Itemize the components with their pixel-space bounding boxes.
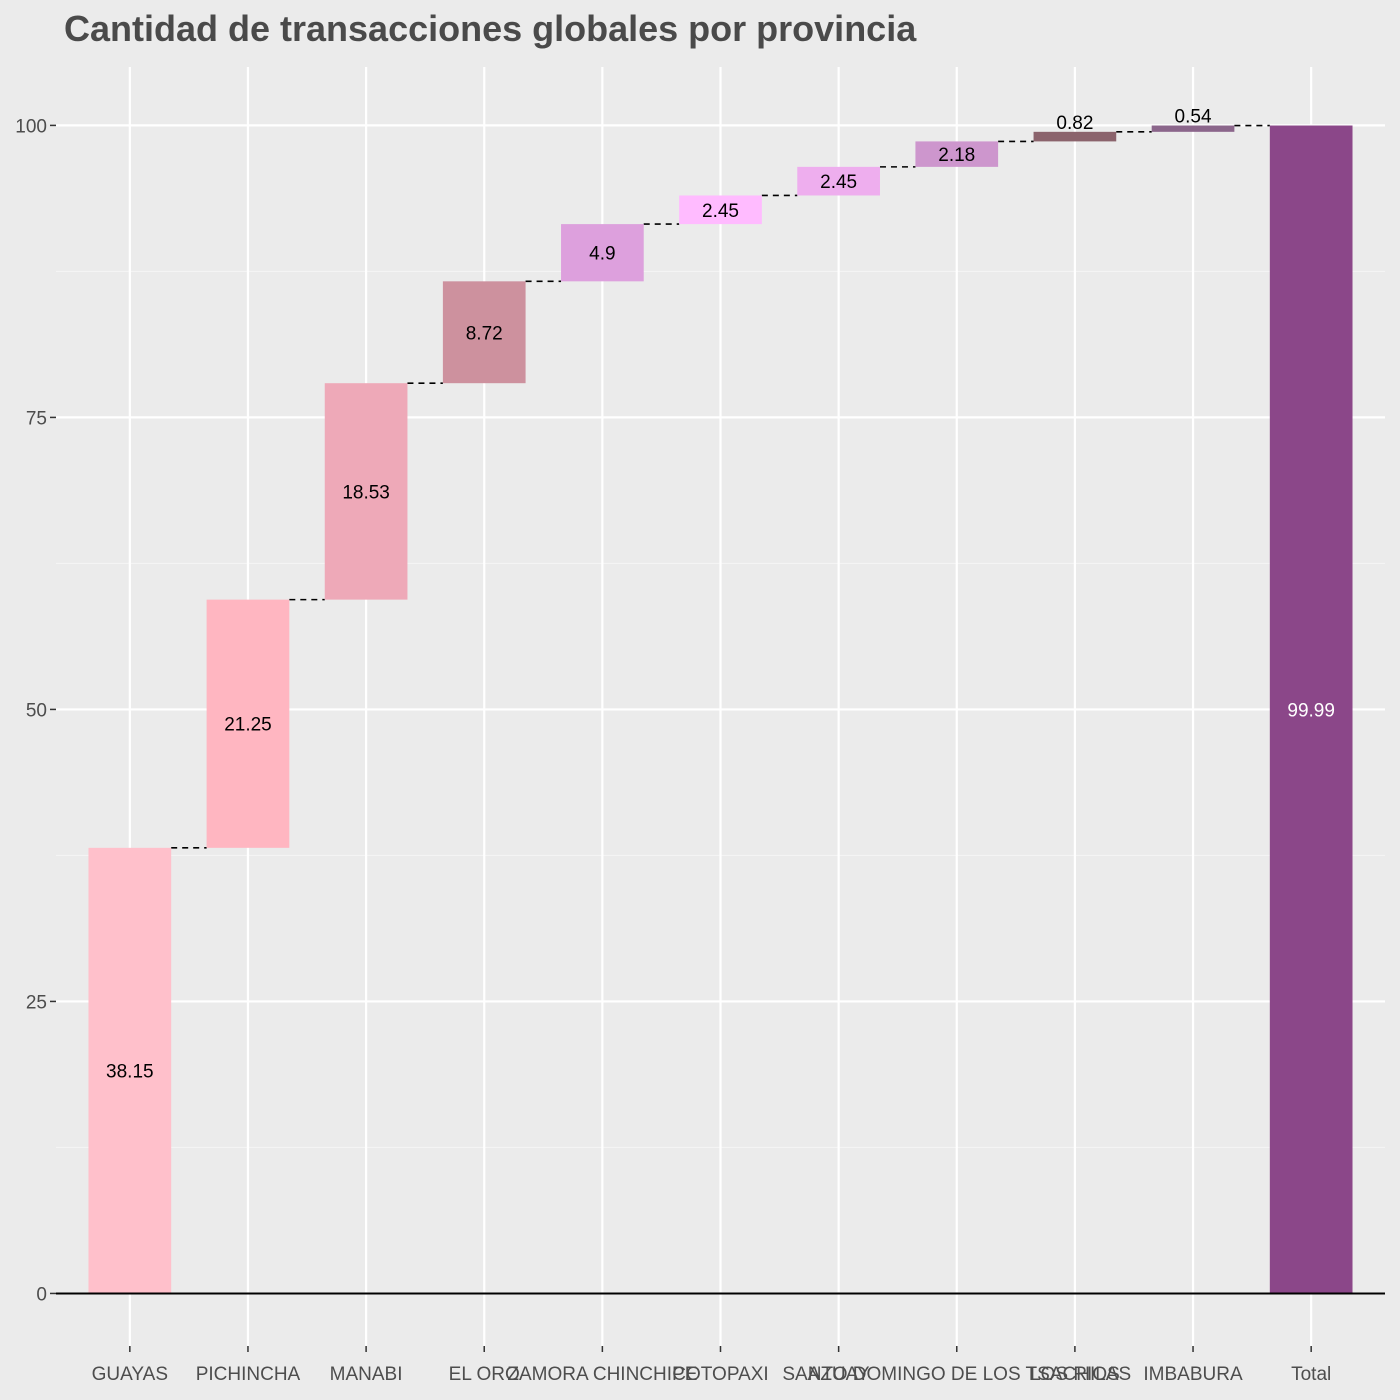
bar-value-label: 99.99 bbox=[1287, 700, 1335, 721]
y-tick-label: 25 bbox=[26, 992, 47, 1013]
x-tick-label: IMBABURA bbox=[1143, 1364, 1243, 1385]
bar-value-label: 2.18 bbox=[938, 145, 975, 166]
bar-value-label: 8.72 bbox=[466, 323, 503, 344]
bar-2 bbox=[206, 599, 290, 848]
x-tick-label: ZAMORA CHINCHIPE bbox=[507, 1364, 697, 1385]
bar-value-label: 0.82 bbox=[1056, 113, 1093, 134]
x-tick-label: PICHINCHA bbox=[196, 1364, 301, 1385]
y-tick-label: 0 bbox=[36, 1284, 47, 1305]
x-tick-label: SANTO DOMINGO DE LOS TSACHILAS bbox=[782, 1364, 1131, 1385]
bar-3 bbox=[324, 383, 408, 600]
bar-1 bbox=[88, 847, 172, 1294]
bar-8 bbox=[915, 141, 999, 167]
y-tick-label: 50 bbox=[26, 700, 47, 721]
x-tick-label: Total bbox=[1291, 1364, 1331, 1385]
bar-6 bbox=[679, 195, 762, 225]
bar-labels: 38.15 21.25 18.53 8.72 4.9 2.45 2.45 2.18 0.82 0.… bbox=[106, 107, 1335, 1083]
x-tick-label: MANABI bbox=[330, 1364, 403, 1385]
bar-5 bbox=[561, 224, 644, 282]
bar-value-label: 18.53 bbox=[342, 482, 390, 503]
bar-9 bbox=[1033, 131, 1117, 142]
y-tick-label: 75 bbox=[26, 408, 47, 429]
bar-10 bbox=[1151, 125, 1235, 132]
bar-value-label: 4.9 bbox=[589, 244, 615, 265]
x-tick-label: COTOPAXI bbox=[672, 1364, 768, 1385]
bar-total bbox=[1269, 125, 1353, 1294]
x-tick-label: LOS RIOS bbox=[1030, 1364, 1120, 1385]
connector-lines bbox=[171, 124, 1270, 849]
x-tick-label: EL ORO bbox=[449, 1364, 520, 1385]
x-tick-label: GUAYAS bbox=[92, 1364, 168, 1385]
chart-title: Cantidad de transacciones globales por p… bbox=[64, 8, 917, 49]
bar-4 bbox=[442, 281, 526, 384]
axes: 0 25 50 75 100 GUAYAS PICHINCHA MANABI EL OROZAM… bbox=[15, 116, 1385, 1385]
bar-value-label: 38.15 bbox=[106, 1062, 154, 1083]
y-tick-label: 100 bbox=[15, 116, 47, 137]
bar-value-label: 0.54 bbox=[1175, 107, 1212, 128]
bar-7 bbox=[797, 166, 880, 196]
bar-value-label: 2.45 bbox=[820, 172, 857, 193]
x-tick-label: AZUAY bbox=[808, 1364, 870, 1385]
bars bbox=[88, 125, 1353, 1294]
bar-value-label: 21.25 bbox=[224, 715, 272, 736]
bar-value-label: 2.45 bbox=[702, 201, 739, 222]
